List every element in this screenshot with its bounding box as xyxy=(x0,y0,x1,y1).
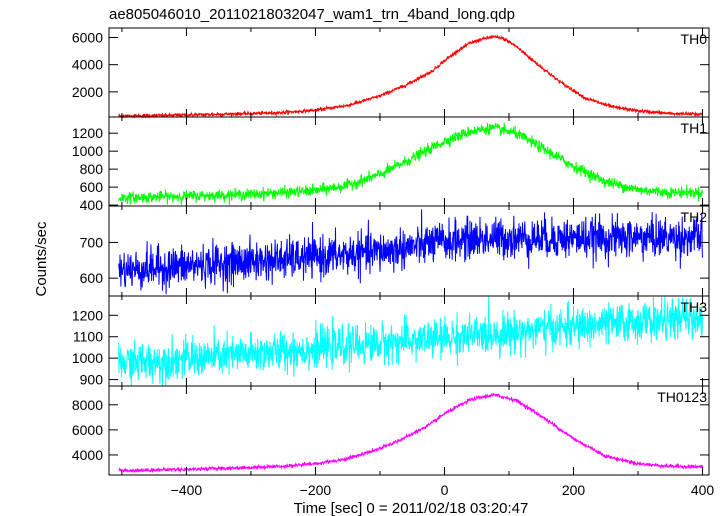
y-tick-label: 800 xyxy=(80,161,104,177)
y-tick-label: 1000 xyxy=(72,350,103,366)
panel-th0123: 4000 6000 8000 TH0123 xyxy=(72,385,710,476)
y-tick-label: 4000 xyxy=(72,57,103,73)
x-tick-label: −200 xyxy=(300,482,332,498)
y-tick-label: 1200 xyxy=(72,307,103,323)
panel-th3: 900 1000 1100 1200 TH3 xyxy=(72,295,710,388)
y-tick-label: 4000 xyxy=(72,447,103,463)
y-tick-label: 600 xyxy=(80,179,104,195)
y-tick-label: 1100 xyxy=(73,329,103,345)
panel-label-th2: TH2 xyxy=(681,209,708,225)
panel-th2: 600 700 TH2 xyxy=(80,205,710,297)
y-axis-label: Counts/sec xyxy=(33,221,50,297)
panel-label-th0: TH0 xyxy=(681,31,708,47)
panel-frame xyxy=(108,27,710,118)
y-tick-label: 6000 xyxy=(72,422,103,438)
series-line-th3 xyxy=(118,295,703,387)
panel-th1: 400 600 800 1000 1200 TH1 xyxy=(72,116,710,213)
y-tick-label: 900 xyxy=(80,372,104,388)
panel-label-th1: TH1 xyxy=(681,120,708,136)
y-tick-label: 2000 xyxy=(72,84,103,100)
series-line-th2 xyxy=(118,209,703,295)
y-tick-label: 6000 xyxy=(72,30,103,46)
x-tick-label: 200 xyxy=(562,482,586,498)
y-tick-label: 1200 xyxy=(72,125,103,141)
panel-label-th3: TH3 xyxy=(681,299,708,315)
y-tick-label: 8000 xyxy=(72,397,103,413)
y-tick-label: 1000 xyxy=(72,143,103,159)
x-tick-label: 400 xyxy=(691,482,715,498)
series-line-th1 xyxy=(118,122,703,206)
chart-title: ae805046010_20110218032047_wam1_trn_4ban… xyxy=(109,6,515,23)
series-line-th0 xyxy=(118,34,703,119)
series-line-th0123 xyxy=(118,392,703,474)
panel-frame xyxy=(108,385,710,476)
y-tick-label: 400 xyxy=(80,197,104,213)
x-axis-label: Time [sec] 0 = 2011/02/18 03:20:47 xyxy=(294,500,529,516)
x-tick-label: −400 xyxy=(171,482,203,498)
x-tick-label: 0 xyxy=(441,482,449,498)
y-tick-label: 700 xyxy=(80,234,104,250)
panel-th0: 2000 4000 6000 TH0 xyxy=(72,27,710,119)
panel-label-th0123: TH0123 xyxy=(657,389,707,405)
y-tick-label: 600 xyxy=(80,270,104,286)
